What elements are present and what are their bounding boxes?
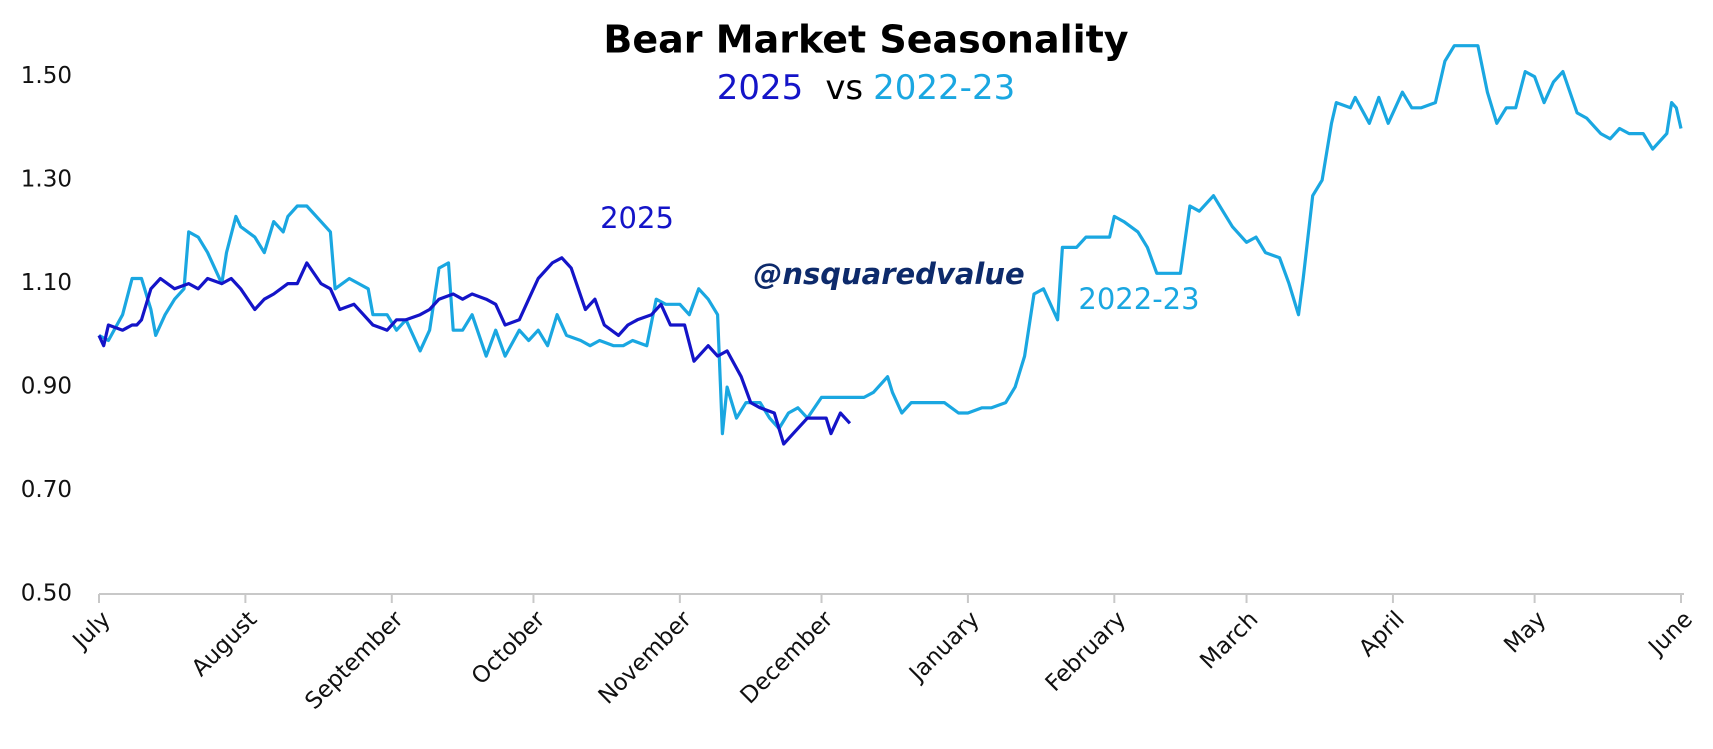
x-tick-label: December — [736, 606, 839, 709]
x-tick-label: February — [1041, 606, 1131, 696]
x-tick-label: May — [1499, 606, 1551, 658]
y-tick-label: 0.70 — [21, 477, 72, 503]
annotation: 2022-23 — [1078, 282, 1199, 316]
y-tick-label: 1.30 — [21, 167, 72, 193]
x-tick-label: November — [594, 606, 697, 709]
series-line — [98, 44, 1683, 436]
chart-title: Bear Market Seasonality — [603, 18, 1128, 62]
legend-separator: vs — [825, 68, 863, 108]
y-tick-label: 0.50 — [21, 581, 72, 607]
x-tick-label: June — [1643, 606, 1698, 661]
y-tick-label: 1.10 — [21, 270, 72, 296]
x-tick-label: January — [903, 606, 984, 687]
y-tick-label: 0.90 — [21, 374, 72, 400]
x-tick-label: March — [1195, 606, 1263, 674]
x-tick-label: July — [67, 606, 116, 655]
annotation: @nsquaredvalue — [753, 257, 1024, 291]
x-tick-label: August — [187, 606, 262, 681]
annotation: 2025 — [600, 201, 674, 235]
x-tick-label: October — [467, 606, 551, 690]
x-tick-label: September — [300, 606, 409, 715]
y-tick-label: 1.50 — [21, 63, 72, 89]
legend: 2025 vs 2022-23 — [717, 68, 1015, 108]
legend-entry: 2022-23 — [873, 68, 1015, 108]
x-tick-label: April — [1354, 606, 1410, 662]
legend-entry: 2025 — [717, 68, 804, 108]
series-line — [97, 256, 852, 446]
